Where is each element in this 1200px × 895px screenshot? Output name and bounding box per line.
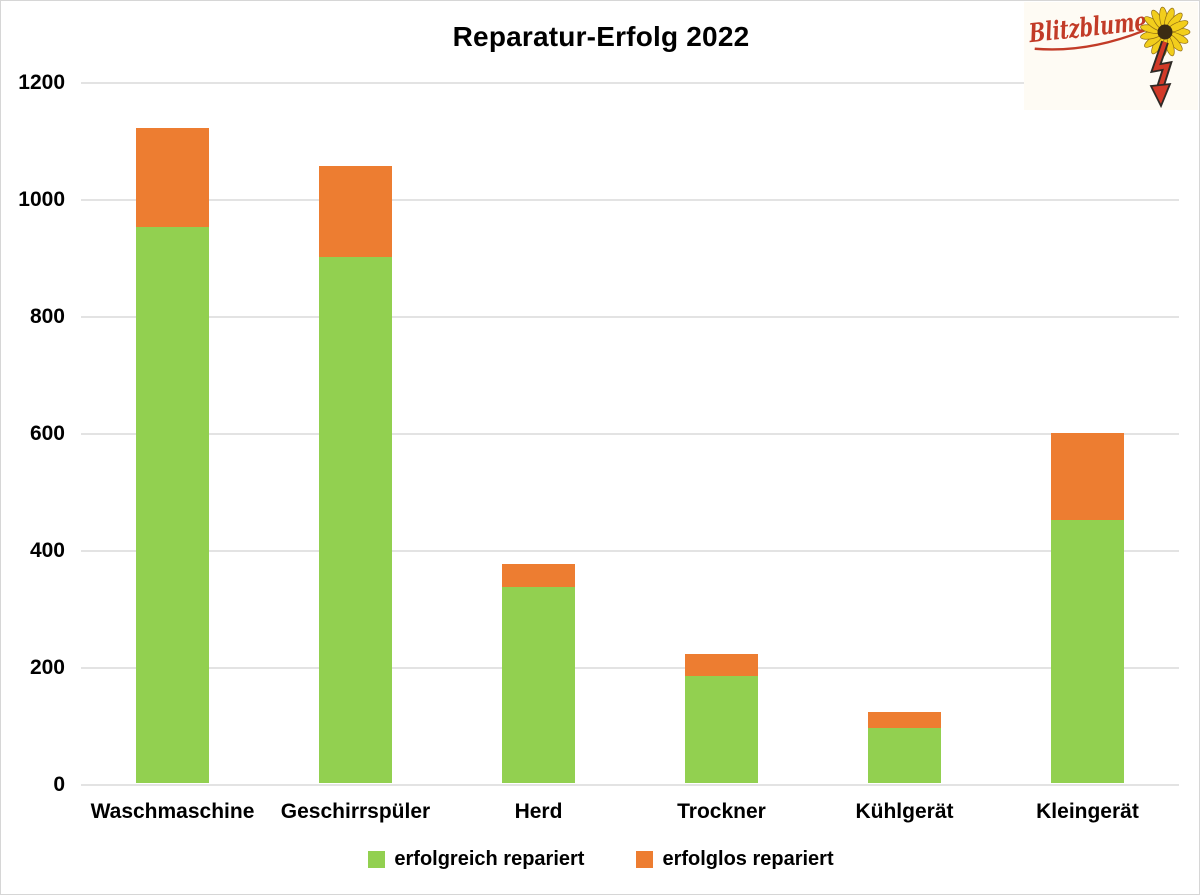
x-axis-category-label: Kühlgerät <box>855 800 954 823</box>
chart-title: Reparatur-Erfolg 2022 <box>452 21 750 52</box>
legend-swatch-icon <box>368 851 386 868</box>
legend-label: erfolglos repariert <box>662 848 834 870</box>
legend-label: erfolgreich repariert <box>394 848 585 870</box>
gridline-y-0 <box>81 784 1179 786</box>
gridline-y-1000 <box>81 199 1179 201</box>
x-axis-category-label: Kleingerät <box>1036 800 1139 823</box>
bar-segment-fail <box>502 563 575 588</box>
gridline-y-400 <box>81 550 1179 552</box>
x-axis-category-label: Waschmaschine <box>90 800 255 823</box>
gridline-y-800 <box>81 316 1179 318</box>
legend-item-success: erfolgreich repariert <box>368 848 584 871</box>
bar-segment-fail <box>868 711 941 729</box>
bar-segment-fail <box>136 127 209 228</box>
y-axis-tick-label: 200 <box>29 656 65 679</box>
y-axis-tick-label: 400 <box>29 539 65 562</box>
legend-swatch-icon <box>636 851 654 868</box>
gridline-y-600 <box>81 433 1179 435</box>
y-axis-tick-label: 600 <box>29 422 65 445</box>
logo-blitzblume: Blitzblume <box>1024 2 1198 110</box>
x-axis-category-label: Trockner <box>677 800 766 823</box>
legend-item-fail: erfolglos repariert <box>636 848 834 871</box>
gridline-y-200 <box>81 667 1179 669</box>
bar-segment-fail <box>1051 433 1124 521</box>
bar-segment-fail <box>685 654 758 676</box>
x-axis-category-label: Herd <box>514 800 563 823</box>
bar-segment-success <box>1051 520 1124 783</box>
bar-segment-fail <box>319 165 392 257</box>
y-axis-tick-label: 800 <box>29 305 65 328</box>
logo-underline-flourish <box>1034 28 1146 51</box>
legend: erfolgreich repariert erfolglos repariert <box>1 848 1199 871</box>
x-axis-category-label: Geschirrspüler <box>280 800 431 823</box>
bar-segment-success <box>685 675 758 783</box>
flower-icon <box>1140 6 1191 58</box>
gridline-y-1200 <box>81 82 1179 84</box>
bar-segment-success <box>319 256 392 783</box>
bar-segment-success <box>502 587 575 783</box>
bar-segment-success <box>868 728 941 783</box>
y-axis-tick-label: 0 <box>53 773 65 796</box>
lightning-bolt-icon <box>1149 40 1173 109</box>
logo-graphic: Blitzblume <box>1027 6 1191 109</box>
logo-text: Blitzblume <box>1027 7 1148 49</box>
y-axis-tick-label: 1000 <box>18 188 65 211</box>
y-axis-tick-label: 1200 <box>18 71 65 94</box>
bar-segment-success <box>136 227 209 783</box>
